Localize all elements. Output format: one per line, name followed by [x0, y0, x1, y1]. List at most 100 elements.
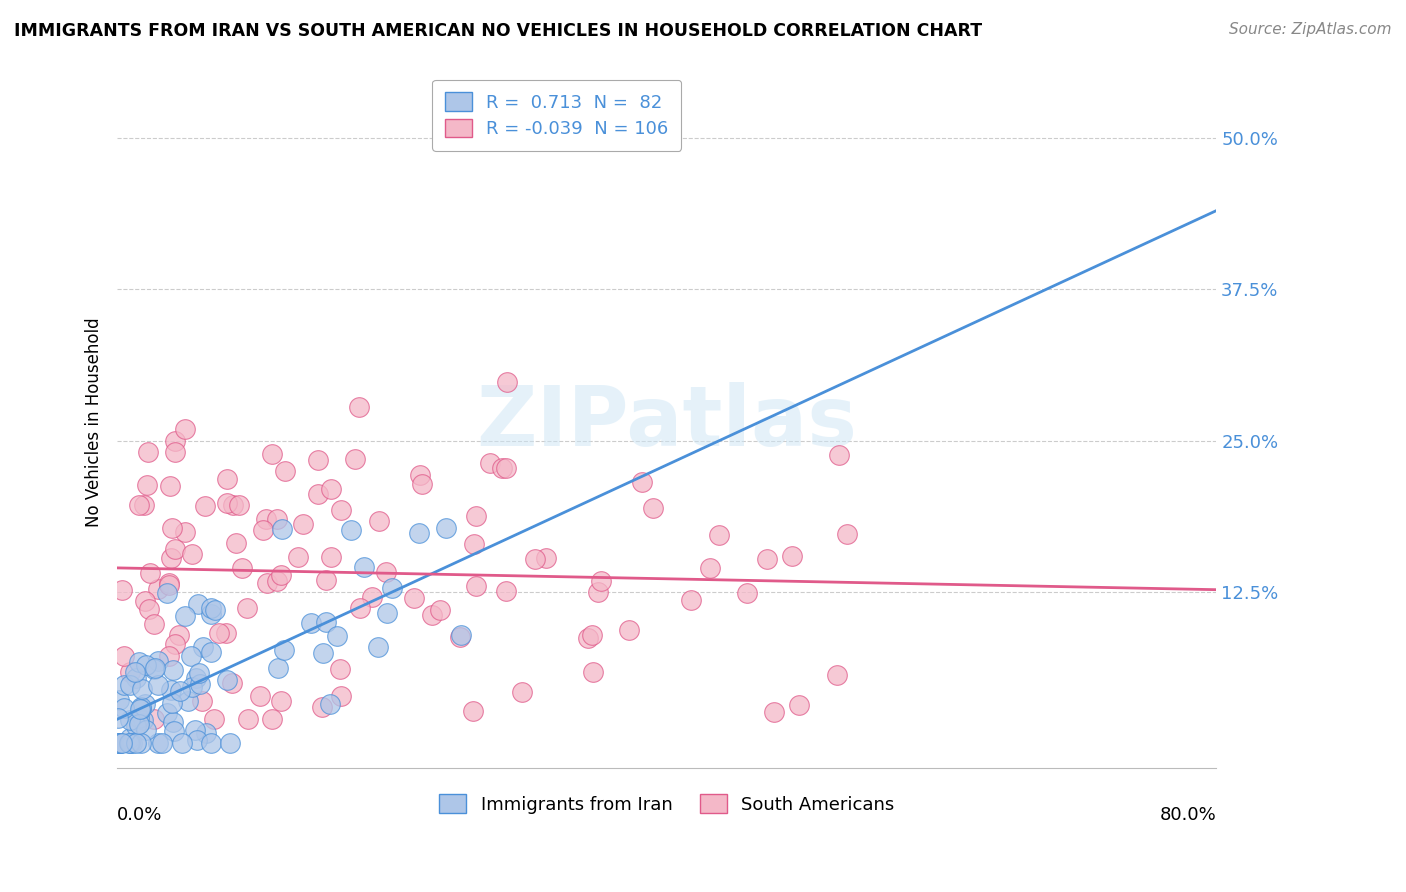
Point: [129, 702, 152, 716]
Point: [131, 699, 153, 714]
Point: [260, 712, 283, 726]
Point: [402, 591, 425, 605]
Point: [108, 737, 131, 751]
Point: [187, 597, 209, 611]
Point: [152, 737, 174, 751]
Point: [1274, 131, 1296, 145]
Point: [204, 603, 226, 617]
Point: [190, 677, 212, 691]
Point: [128, 717, 150, 731]
Point: [111, 582, 134, 597]
Point: [215, 472, 238, 486]
Point: [319, 482, 342, 496]
Point: [125, 671, 148, 685]
Point: [120, 737, 142, 751]
Point: [221, 676, 243, 690]
Point: [215, 626, 238, 640]
Point: [143, 616, 166, 631]
Point: [495, 584, 517, 599]
Point: [173, 422, 195, 436]
Point: [142, 712, 165, 726]
Point: [177, 694, 200, 708]
Point: [143, 662, 166, 676]
Point: [271, 522, 294, 536]
Point: [129, 702, 152, 716]
Point: [330, 689, 353, 703]
Point: [138, 602, 160, 616]
Point: [200, 607, 222, 622]
Point: [321, 549, 343, 564]
Point: [135, 477, 157, 491]
Point: [159, 479, 181, 493]
Point: [129, 737, 152, 751]
Point: [479, 456, 502, 470]
Point: [375, 565, 398, 579]
Point: [134, 498, 156, 512]
Point: [118, 677, 141, 691]
Point: [215, 496, 238, 510]
Point: [591, 574, 613, 589]
Point: [353, 560, 375, 574]
Point: [307, 452, 329, 467]
Text: IMMIGRANTS FROM IRAN VS SOUTH AMERICAN NO VEHICLES IN HOUSEHOLD CORRELATION CHAR: IMMIGRANTS FROM IRAN VS SOUTH AMERICAN N…: [14, 22, 983, 40]
Point: [262, 447, 284, 461]
Point: [756, 552, 779, 566]
Point: [311, 699, 333, 714]
Point: [307, 486, 329, 500]
Point: [368, 514, 391, 528]
Point: [319, 698, 342, 712]
Point: [148, 582, 170, 596]
Point: [420, 608, 443, 623]
Point: [825, 668, 848, 682]
Point: [180, 648, 202, 663]
Point: [586, 585, 609, 599]
Point: [134, 698, 156, 712]
Point: [107, 692, 129, 706]
Point: [828, 448, 851, 462]
Point: [128, 498, 150, 512]
Point: [191, 640, 214, 655]
Point: [112, 701, 135, 715]
Point: [108, 737, 131, 751]
Point: [436, 521, 458, 535]
Point: [165, 434, 187, 448]
Point: [118, 736, 141, 750]
Point: [159, 683, 181, 698]
Point: [343, 452, 366, 467]
Point: [174, 524, 197, 539]
Point: [163, 637, 186, 651]
Point: [231, 561, 253, 575]
Point: [120, 713, 142, 727]
Text: 0.0%: 0.0%: [117, 805, 163, 823]
Point: [381, 582, 404, 596]
Point: [112, 648, 135, 663]
Point: [329, 662, 352, 676]
Point: [162, 663, 184, 677]
Point: [120, 731, 142, 745]
Point: [162, 521, 184, 535]
Point: [449, 630, 471, 644]
Point: [219, 737, 242, 751]
Point: [195, 726, 218, 740]
Point: [202, 712, 225, 726]
Point: [349, 601, 371, 615]
Point: [208, 626, 231, 640]
Point: [408, 526, 430, 541]
Point: [429, 603, 451, 617]
Point: [375, 606, 398, 620]
Point: [315, 615, 337, 629]
Point: [411, 477, 433, 491]
Point: [222, 499, 245, 513]
Point: [135, 723, 157, 738]
Point: [184, 723, 207, 737]
Point: [107, 737, 129, 751]
Point: [187, 665, 209, 680]
Point: [143, 661, 166, 675]
Point: [200, 737, 222, 751]
Point: [146, 655, 169, 669]
Point: [461, 704, 484, 718]
Point: [631, 475, 654, 489]
Point: [643, 501, 665, 516]
Point: [496, 375, 519, 389]
Point: [131, 681, 153, 696]
